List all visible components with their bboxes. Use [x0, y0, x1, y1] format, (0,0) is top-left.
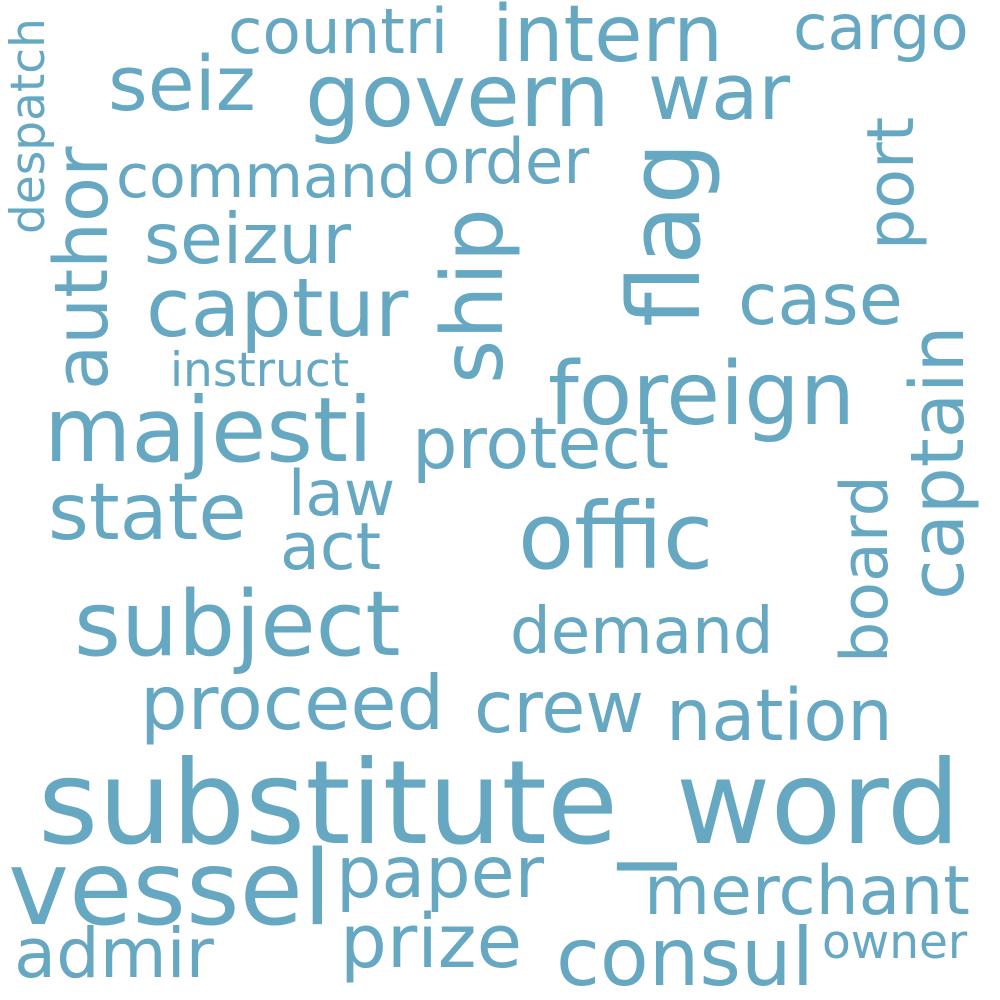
word-protect: protect: [412, 401, 669, 486]
word-war: war: [648, 48, 791, 139]
word-majesti: majesti: [44, 379, 373, 484]
word-command: command: [116, 141, 416, 212]
word-substitute_word: substitute_word: [38, 736, 961, 871]
word-offic: offic: [518, 483, 714, 591]
word-subject: subject: [74, 571, 401, 677]
word-consul: consul: [556, 911, 814, 1000]
word-captur: captur: [146, 262, 409, 357]
word-vessel: vessel: [8, 829, 332, 950]
word-flag: flag: [607, 141, 723, 327]
word-act: act: [280, 509, 382, 585]
word-seiz: seiz: [108, 38, 256, 128]
word-law: law: [288, 456, 396, 530]
word-countri: countri: [228, 0, 449, 68]
word-admir: admir: [14, 913, 214, 994]
word-author: author: [39, 146, 126, 390]
word-nation: nation: [666, 673, 893, 758]
word-merchant: merchant: [644, 852, 970, 932]
word-case: case: [738, 257, 903, 342]
word-seizur: seizur: [144, 200, 352, 281]
word-state: state: [48, 466, 247, 558]
word-foreign: foreign: [548, 343, 856, 446]
word-crew: crew: [474, 665, 645, 750]
word-paper: paper: [336, 831, 544, 915]
word-order: order: [422, 124, 590, 198]
word-intern: intern: [492, 0, 723, 80]
word-port: port: [853, 116, 929, 250]
word-captain: captain: [895, 325, 982, 601]
word-board: board: [827, 475, 903, 663]
word-govern: govern: [305, 45, 610, 148]
word-proceed: proceed: [140, 659, 445, 748]
word-cargo: cargo: [793, 0, 969, 64]
word-demand: demand: [510, 593, 774, 669]
word-owner: owner: [822, 915, 968, 971]
word-instruct: instruct: [170, 343, 350, 399]
word-prize: prize: [340, 899, 523, 986]
word-ship: ship: [424, 208, 524, 385]
